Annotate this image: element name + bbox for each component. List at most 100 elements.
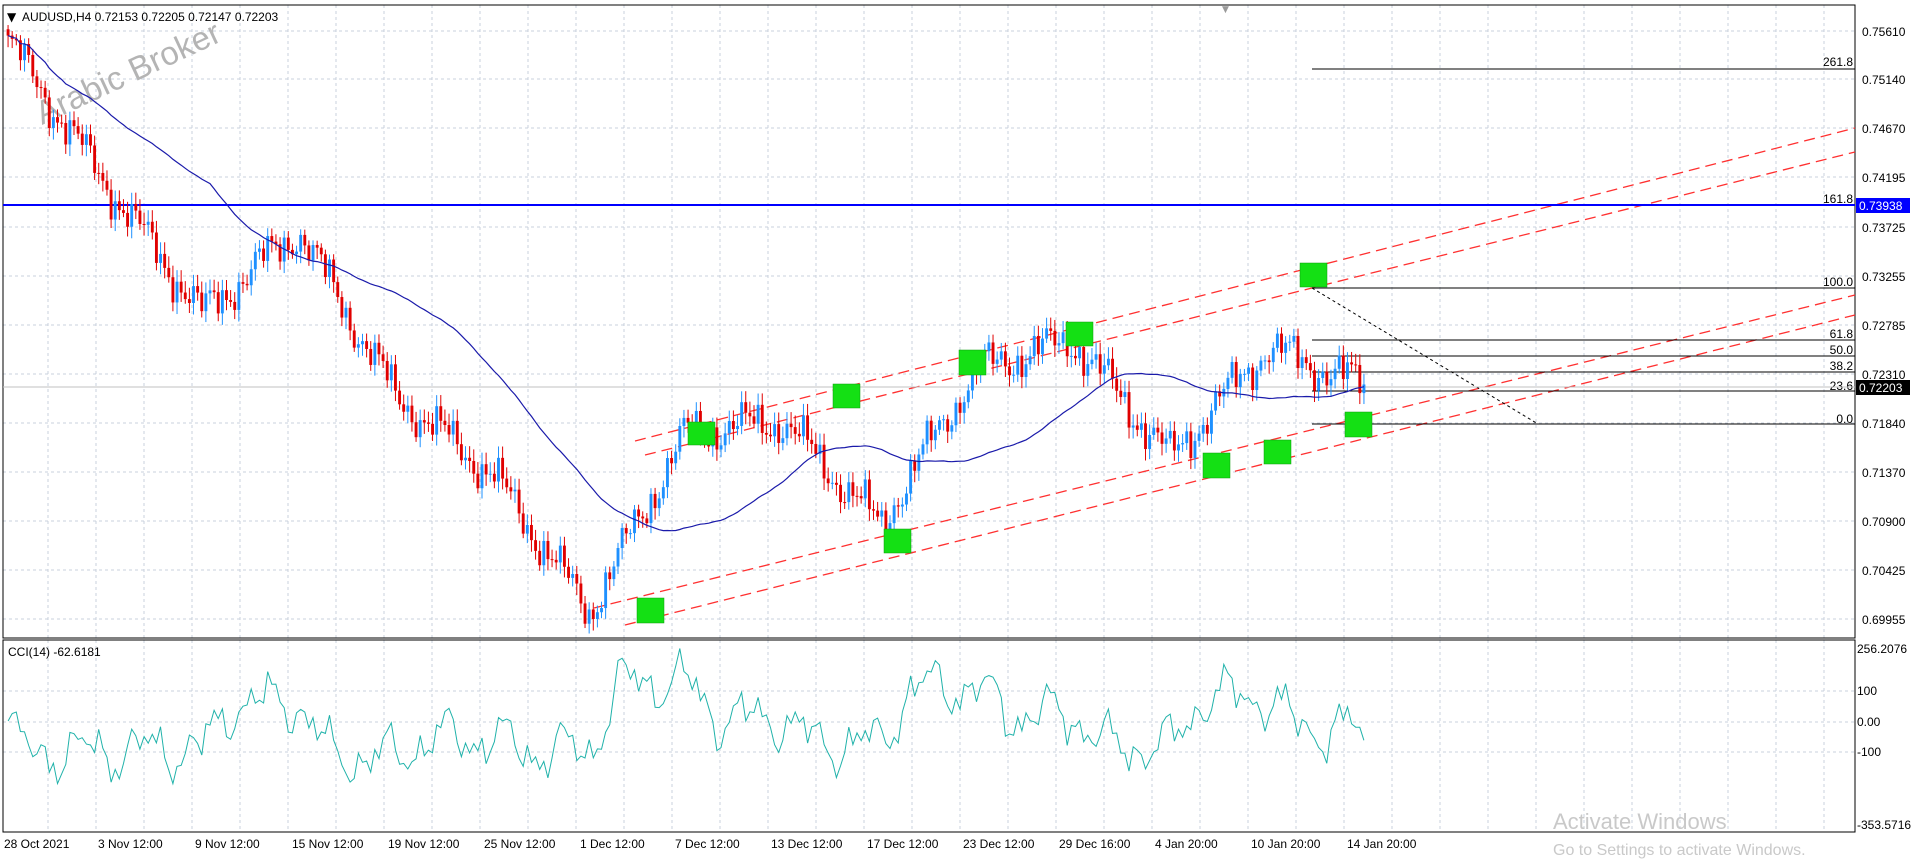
time-label: 29 Dec 16:00 — [1059, 837, 1131, 851]
candle-body — [764, 432, 768, 435]
channel-lower-line — [624, 314, 1856, 626]
candle-body — [686, 417, 690, 423]
candle — [1164, 428, 1168, 453]
candle-body — [369, 348, 373, 365]
candle — [1321, 362, 1325, 384]
price-tick: 0.73725 — [1862, 221, 1906, 235]
candle-body — [1226, 377, 1230, 389]
candle — [859, 486, 863, 504]
candle-body — [1304, 357, 1308, 364]
candle — [933, 425, 937, 450]
candle-body — [534, 540, 538, 551]
candle — [942, 414, 946, 431]
activate-windows-title: Activate Windows — [1553, 809, 1727, 834]
candle — [369, 341, 373, 371]
indicator-pane-frame — [2, 639, 1856, 833]
candle — [43, 80, 47, 104]
candle-body — [373, 342, 377, 365]
candle — [208, 279, 212, 305]
candle-body — [72, 120, 76, 127]
candle — [1341, 345, 1345, 390]
candle-body — [80, 133, 84, 145]
candle — [958, 397, 962, 424]
candle — [146, 210, 150, 236]
candle-body — [562, 545, 566, 567]
candle-body — [509, 487, 513, 492]
candle — [130, 192, 134, 239]
candle — [843, 491, 847, 510]
candle — [105, 170, 109, 196]
candle — [723, 423, 727, 453]
candle-body — [233, 301, 237, 310]
candle — [1028, 346, 1032, 370]
candle-body — [497, 457, 500, 482]
candle — [863, 470, 867, 508]
candle-body — [208, 290, 212, 294]
candle — [736, 415, 739, 436]
time-label: 23 Dec 12:00 — [963, 837, 1035, 851]
candle — [1205, 417, 1209, 446]
candle — [517, 478, 521, 524]
candle-body — [431, 423, 434, 435]
candle — [946, 414, 950, 443]
candle-body — [1288, 341, 1292, 343]
candle-body — [167, 267, 171, 278]
candle — [1242, 368, 1246, 382]
candle-body — [678, 426, 682, 452]
candle — [764, 421, 768, 444]
candle — [740, 391, 744, 435]
fib-trend-line — [1311, 287, 1539, 425]
candle-body — [1119, 390, 1123, 397]
candle — [892, 497, 896, 530]
candle — [212, 279, 216, 299]
candle — [1090, 348, 1094, 370]
fib-label-23: 23.6 — [1830, 379, 1854, 393]
candle-body — [921, 444, 925, 455]
candle — [814, 432, 818, 459]
candle-body — [1016, 355, 1020, 375]
candle — [991, 334, 995, 376]
candle — [513, 478, 517, 503]
candle — [1003, 342, 1007, 377]
candle — [311, 240, 315, 271]
candle — [525, 514, 529, 544]
candle-body — [1292, 335, 1296, 342]
candle-body — [27, 43, 31, 55]
candle-body — [962, 402, 966, 413]
candle-body — [348, 307, 352, 331]
candle-body — [60, 122, 64, 124]
candle — [530, 514, 533, 552]
candle — [649, 488, 653, 534]
time-axis: 28 Oct 2021 3 Nov 12:00 9 Nov 12:00 15 N… — [4, 837, 1417, 851]
candle-body — [1346, 362, 1349, 379]
candle-body — [591, 609, 595, 619]
candle — [245, 274, 249, 291]
fib-label-61: 61.8 — [1830, 327, 1854, 341]
candle-body — [946, 419, 950, 432]
candle — [497, 446, 500, 493]
candle — [1106, 347, 1110, 371]
chart-menu-arrow-icon[interactable]: ▼ — [7, 10, 17, 24]
candle-body — [1251, 367, 1255, 391]
candle — [1251, 363, 1255, 402]
candle — [303, 229, 307, 255]
candle — [583, 595, 587, 629]
candle — [220, 279, 224, 325]
candlestick-series — [6, 25, 1366, 634]
chart-shift-icon[interactable]: ▼ — [1222, 5, 1229, 15]
candle — [995, 351, 999, 373]
candle-body — [748, 412, 752, 417]
candle — [501, 446, 505, 490]
candle — [1061, 321, 1065, 350]
candle — [1234, 356, 1238, 398]
candle-body — [830, 482, 834, 484]
candle-body — [134, 203, 138, 211]
candle — [332, 254, 336, 293]
candle-body — [422, 420, 426, 423]
level-price-tag — [1856, 198, 1910, 213]
candle-body — [97, 172, 101, 174]
candle-body — [616, 548, 620, 567]
candle — [241, 272, 245, 293]
time-label: 9 Nov 12:00 — [195, 837, 260, 851]
